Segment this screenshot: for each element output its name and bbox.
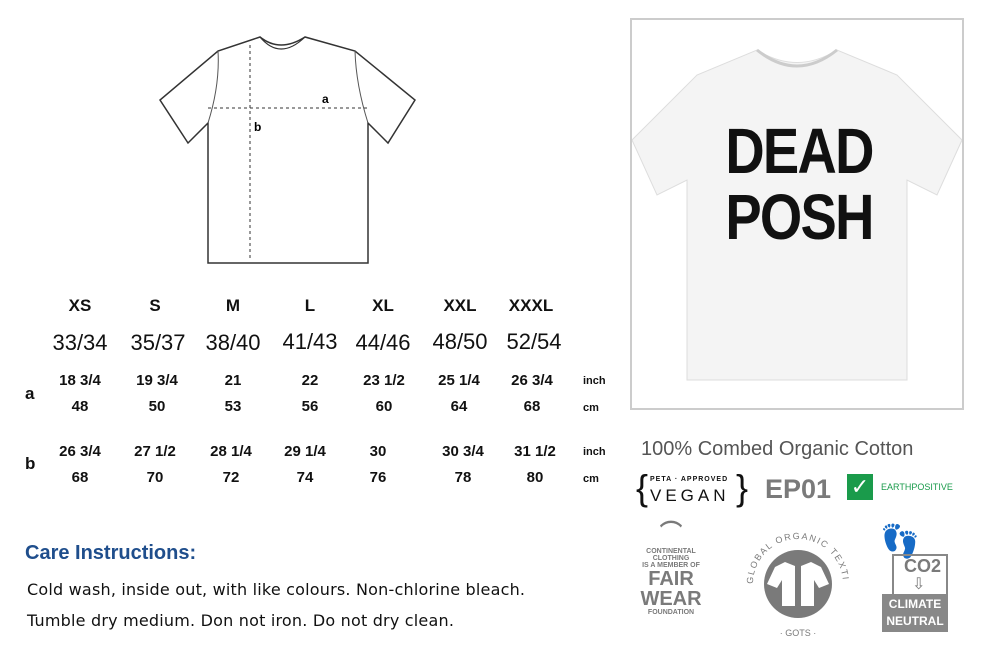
care-line: Cold wash, inside out, with like colours… bbox=[27, 580, 526, 599]
a-cm: 50 bbox=[148, 398, 166, 415]
size-header: XXXL bbox=[508, 296, 554, 315]
a-inch: 26 3/4 bbox=[511, 372, 553, 389]
climate-text: CLIMATE bbox=[888, 597, 942, 611]
a-cm: 64 bbox=[450, 398, 468, 415]
fw-text: FAIR bbox=[648, 568, 694, 590]
fw-text: FOUNDATION bbox=[647, 609, 695, 616]
b-inch: 28 1/4 bbox=[210, 443, 252, 460]
a-cm: 48 bbox=[71, 398, 89, 415]
eu-size: 48/50 bbox=[432, 329, 488, 354]
b-cm: 76 bbox=[369, 469, 387, 486]
b-inch: 30 bbox=[369, 443, 387, 460]
a-cm: 56 bbox=[301, 398, 319, 415]
eu-size: 38/40 bbox=[205, 330, 261, 355]
eu-size: 52/54 bbox=[506, 329, 562, 354]
arrow-down-icon: ⇩ bbox=[912, 576, 926, 593]
a-inch: 23 1/2 bbox=[363, 372, 405, 389]
a-cm: 53 bbox=[224, 398, 242, 415]
peta-text: PETA · APPROVED bbox=[650, 476, 729, 483]
shirt-print: DEAD POSH bbox=[657, 118, 941, 250]
co2-text: CO2 bbox=[904, 556, 942, 576]
a-inch: 22 bbox=[301, 372, 319, 389]
size-header: XL bbox=[372, 296, 394, 315]
eu-size: 35/37 bbox=[130, 330, 186, 355]
peta-vegan-logo: { } PETA · APPROVED VEGAN bbox=[636, 467, 749, 508]
fw-text: WEAR bbox=[640, 588, 702, 610]
unit-inch: inch bbox=[583, 375, 606, 387]
b-cm: 68 bbox=[71, 469, 89, 486]
unit-cm: cm bbox=[583, 402, 599, 414]
row-label-b: b bbox=[25, 454, 36, 473]
fw-text: CLOTHING bbox=[652, 555, 690, 562]
a-cm: 68 bbox=[523, 398, 541, 415]
diagram-label-b: b bbox=[254, 120, 261, 134]
size-header: L bbox=[304, 296, 316, 315]
a-inch: 19 3/4 bbox=[136, 372, 178, 389]
gots-logo: GLOBAL ORGANIC TEXTILE STANDARD · GOTS · bbox=[735, 522, 849, 638]
b-cm: 78 bbox=[454, 469, 472, 486]
a-inch: 18 3/4 bbox=[59, 372, 101, 389]
b-inch: 27 1/2 bbox=[134, 443, 176, 460]
diagram-label-a: a bbox=[322, 92, 329, 106]
vegan-text: VEGAN bbox=[650, 486, 730, 505]
unit-cm: cm bbox=[583, 473, 599, 485]
neutral-text: NEUTRAL bbox=[886, 614, 944, 628]
size-header: M bbox=[225, 296, 241, 315]
care-instructions-title: Care Instructions: bbox=[25, 542, 197, 564]
a-inch: 21 bbox=[224, 372, 242, 389]
size-header: S bbox=[149, 296, 161, 315]
b-inch: 29 1/4 bbox=[284, 443, 326, 460]
care-line: Tumble dry medium. Don not iron. Do not … bbox=[27, 611, 455, 630]
b-cm: 74 bbox=[296, 469, 314, 486]
fair-wear-logo: ⌒ CONTINENTAL CLOTHING IS A MEMBER OF FA… bbox=[640, 520, 702, 617]
earthpositive-label: EARTHPOSITIVE bbox=[881, 482, 953, 492]
ep01-logo: EP01 bbox=[765, 474, 832, 504]
tshirt-photo-icon bbox=[632, 48, 962, 381]
gots-text: · GOTS · bbox=[780, 628, 817, 638]
b-inch: 30 3/4 bbox=[442, 443, 484, 460]
size-header: XXL bbox=[443, 296, 477, 315]
size-header: XS bbox=[68, 296, 92, 315]
material-label: 100% Combed Organic Cotton bbox=[641, 438, 914, 460]
b-inch: 31 1/2 bbox=[514, 443, 556, 460]
fw-text: CONTINENTAL bbox=[646, 548, 696, 555]
footprint-icon: 👣 bbox=[880, 523, 920, 559]
b-cm: 72 bbox=[222, 469, 240, 486]
hanger-icon: ⌒ bbox=[659, 520, 682, 545]
b-inch: 26 3/4 bbox=[59, 443, 101, 460]
print-line-1: DEAD bbox=[725, 115, 874, 187]
eu-size: 41/43 bbox=[282, 329, 338, 354]
checkmark-icon: ✓ bbox=[847, 474, 873, 500]
product-photo: DEAD POSH bbox=[630, 18, 964, 410]
row-label-a: a bbox=[25, 384, 35, 403]
tshirt-diagram: a b bbox=[159, 36, 416, 264]
b-cm: 70 bbox=[146, 469, 164, 486]
eu-size: 33/34 bbox=[52, 330, 108, 355]
fw-text: IS A MEMBER OF bbox=[642, 562, 700, 569]
unit-inch: inch bbox=[583, 446, 606, 458]
b-cm: 80 bbox=[526, 469, 544, 486]
climate-neutral-logo: 👣 CO2 ⇩ CLIMATE NEUTRAL bbox=[880, 522, 950, 634]
print-line-2: POSH bbox=[725, 181, 874, 253]
a-cm: 60 bbox=[375, 398, 393, 415]
eu-size: 44/46 bbox=[355, 330, 411, 355]
a-inch: 25 1/4 bbox=[438, 372, 480, 389]
